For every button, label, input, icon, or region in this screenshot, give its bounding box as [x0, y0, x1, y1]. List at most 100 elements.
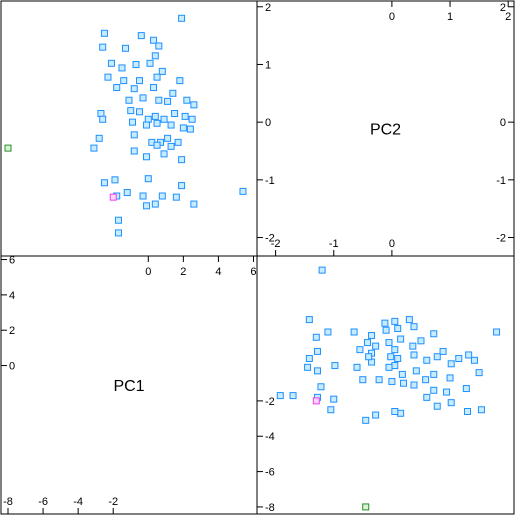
data-point-main: [431, 371, 437, 377]
data-point-main: [354, 364, 360, 370]
data-point-main: [184, 97, 190, 103]
data-point-main: [431, 331, 437, 337]
data-point-main: [138, 33, 144, 39]
data-point-main: [319, 267, 325, 273]
data-point-main: [424, 394, 430, 400]
data-point-main: [369, 333, 375, 339]
pc2-x-tick: 1: [447, 11, 453, 23]
data-point-main: [464, 409, 470, 415]
data-point-outlier-green: [5, 145, 11, 151]
data-point-main: [115, 217, 121, 223]
data-point-main: [382, 320, 388, 326]
data-point-main: [152, 53, 158, 59]
data-point-main: [366, 354, 372, 360]
data-point-main: [137, 78, 143, 84]
data-point-main: [466, 352, 472, 358]
data-point-outlier-pink: [313, 398, 319, 404]
data-point-main: [332, 363, 338, 369]
data-point-main: [440, 348, 446, 354]
pc1-x-tick: 6: [250, 266, 256, 278]
data-point-main: [392, 409, 398, 415]
data-point-main: [411, 382, 417, 388]
data-point-main: [423, 377, 429, 383]
data-point-main: [364, 340, 370, 346]
data-point-main: [168, 122, 174, 128]
data-point-main: [478, 407, 484, 413]
data-point-main: [154, 120, 160, 126]
data-point-main: [96, 135, 102, 141]
data-point-main: [172, 111, 178, 117]
pc2-y-tick: -1: [496, 175, 506, 187]
data-point-main: [180, 125, 186, 131]
data-point-main: [179, 15, 185, 21]
data-point-main: [159, 193, 165, 199]
data-point-main: [306, 317, 312, 323]
data-point-main: [373, 412, 379, 418]
pc1-variable-label: PC1: [113, 378, 144, 395]
data-point-main: [161, 151, 167, 157]
data-point-main: [413, 368, 419, 374]
pc1-y-tick: 2: [9, 325, 15, 337]
data-point-main: [494, 329, 500, 335]
data-point-main: [306, 355, 312, 361]
data-point-main: [313, 334, 319, 340]
data-point-main: [108, 60, 114, 66]
data-point-main: [165, 135, 171, 141]
data-point-main: [305, 364, 311, 370]
data-point-main: [392, 363, 398, 369]
data-point-main: [392, 318, 398, 324]
pc2-y-tick: 0: [265, 117, 271, 129]
data-point-main: [331, 396, 337, 402]
data-point-main: [424, 357, 430, 363]
data-point-main: [156, 43, 162, 49]
data-point-main: [395, 325, 401, 331]
data-point-main: [173, 194, 179, 200]
data-point-main: [121, 78, 127, 84]
data-point-main: [410, 343, 416, 349]
data-point-main: [456, 355, 462, 361]
data-point-main: [187, 126, 193, 132]
data-point-main: [411, 352, 417, 358]
data-point-main: [406, 317, 412, 323]
pc1-y-tick: 4: [9, 290, 15, 302]
data-point-main: [101, 30, 107, 36]
pc2-y-tick: 2: [265, 2, 271, 14]
data-point-main: [240, 188, 246, 194]
data-point-outlier-green: [363, 504, 369, 510]
pc1-y-tick: -2: [265, 396, 275, 408]
data-point-main: [418, 338, 424, 344]
data-point-main: [119, 65, 125, 71]
data-point-main: [363, 417, 369, 423]
data-point-main: [122, 45, 128, 51]
data-point-main: [476, 370, 482, 376]
data-point-main: [399, 371, 405, 377]
pc1-y-tick: 0: [9, 361, 15, 373]
data-point-main: [175, 139, 181, 145]
data-point-main: [144, 203, 150, 209]
data-point-main: [145, 176, 151, 182]
pc1-x-tick: 0: [145, 266, 151, 278]
data-point-main: [386, 364, 392, 370]
data-point-main: [401, 380, 407, 386]
data-point-main: [151, 85, 157, 91]
data-point-main: [154, 142, 160, 148]
data-point-outlier-pink: [110, 194, 116, 200]
data-point-main: [179, 183, 185, 189]
data-point-main: [168, 143, 174, 149]
data-point-main: [471, 357, 477, 363]
data-point-main: [161, 116, 167, 122]
data-point-main: [373, 343, 379, 349]
data-point-main: [101, 180, 107, 186]
data-point-main: [128, 108, 134, 114]
pc1-x-tick: 4: [215, 266, 221, 278]
data-point-main: [152, 113, 158, 119]
data-point-main: [100, 116, 106, 122]
data-point-main: [144, 154, 150, 160]
data-point-main: [170, 90, 176, 96]
data-point-main: [131, 86, 137, 92]
data-point-main: [360, 377, 366, 383]
data-point-main: [463, 386, 469, 392]
pc2-y-tick: 1: [265, 59, 271, 71]
data-point-main: [431, 387, 437, 393]
pc1-y-tick: 6: [9, 255, 15, 267]
